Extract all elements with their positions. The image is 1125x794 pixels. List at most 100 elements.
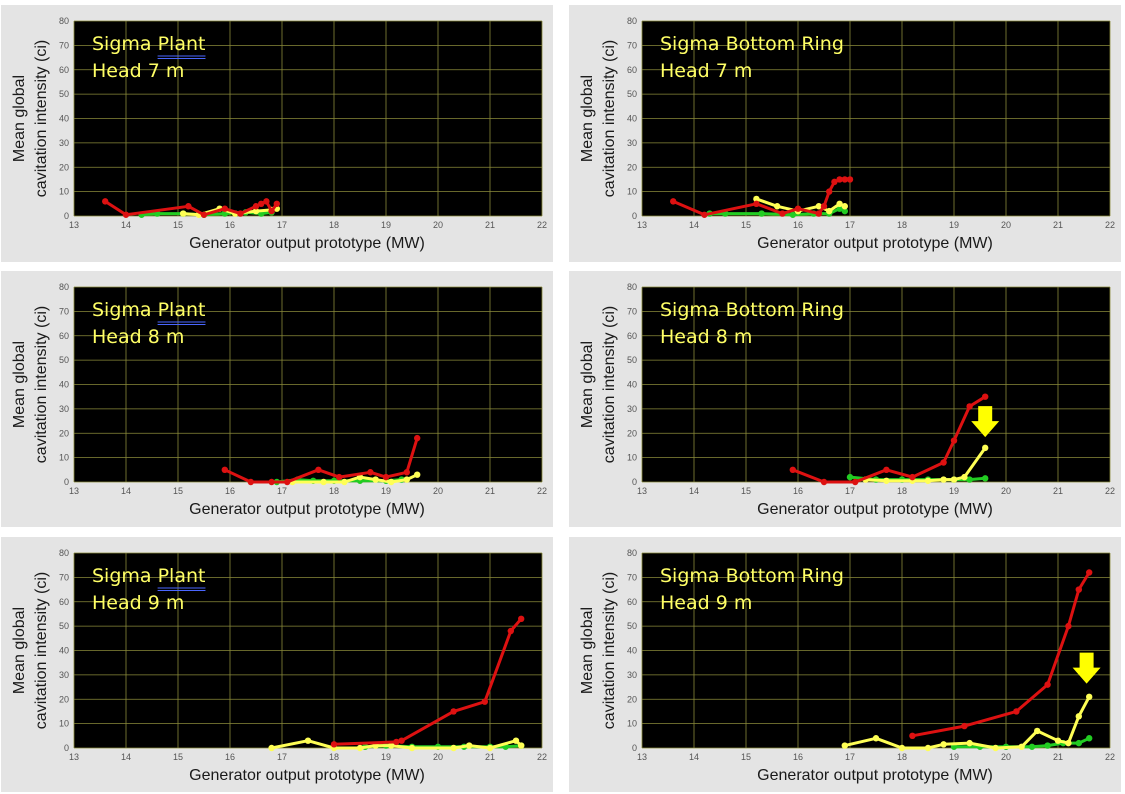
- data-point-1: [320, 478, 327, 486]
- data-point-2: [393, 738, 400, 746]
- annotation-line2: Head 8 m: [660, 326, 752, 348]
- data-point-1: [950, 476, 958, 483]
- y-tick-label: 30: [59, 670, 69, 680]
- x-tick-label: 16: [225, 220, 235, 230]
- x-tick-label: 13: [637, 486, 647, 496]
- y-tick-label: 40: [59, 646, 69, 656]
- y-tick-label: 80: [59, 16, 69, 26]
- y-tick-label: 0: [632, 743, 637, 753]
- x-tick-label: 22: [1105, 752, 1115, 762]
- annotation-line1: Sigma Plant: [92, 565, 205, 587]
- y-tick-label: 40: [59, 114, 69, 124]
- data-point-1: [518, 742, 525, 749]
- data-point-1: [341, 478, 348, 486]
- data-point-1: [388, 478, 395, 486]
- data-point-2: [268, 207, 275, 215]
- data-point-2: [1075, 586, 1082, 593]
- annotation-line2: Head 8 m: [92, 326, 184, 348]
- data-point-1: [841, 203, 848, 210]
- y-axis-title-line2: cavitation intensity (ci): [601, 572, 618, 729]
- y-tick-label: 60: [59, 597, 69, 607]
- x-tick-label: 20: [433, 220, 443, 230]
- data-point-2: [518, 615, 525, 623]
- y-tick-label: 30: [627, 670, 637, 680]
- x-tick-label: 19: [949, 752, 959, 762]
- y-tick-label: 40: [627, 114, 637, 124]
- y-tick-label: 0: [64, 477, 69, 487]
- arrow-marker: [971, 406, 1000, 438]
- y-tick-label: 70: [627, 306, 637, 316]
- data-point-1: [872, 735, 880, 742]
- x-tick-label: 17: [277, 486, 287, 496]
- data-point-1: [992, 744, 999, 752]
- x-tick-label: 17: [277, 220, 287, 230]
- data-point-2: [966, 403, 973, 410]
- data-point-1: [486, 744, 494, 752]
- x-tick-label: 17: [845, 486, 855, 496]
- x-tick-label: 17: [277, 752, 287, 762]
- x-tick-label: 13: [69, 220, 79, 230]
- y-tick-label: 20: [627, 162, 637, 172]
- data-point-1: [1086, 693, 1093, 701]
- data-point-2: [382, 473, 390, 481]
- x-tick-label: 15: [173, 486, 183, 496]
- data-point-1: [408, 744, 416, 752]
- data-point-1: [466, 742, 473, 749]
- data-point-1: [180, 210, 187, 217]
- x-tick-label: 13: [637, 220, 647, 230]
- x-tick-label: 22: [1105, 486, 1115, 496]
- x-tick-label: 19: [949, 220, 959, 230]
- y-tick-label: 60: [627, 331, 637, 341]
- y-axis-title-line1: Mean global: [579, 607, 596, 694]
- data-point-2: [481, 698, 488, 705]
- data-point-1: [372, 476, 379, 483]
- data-point-2: [826, 188, 833, 195]
- x-tick-label: 19: [949, 486, 959, 496]
- data-point-1: [1054, 737, 1062, 744]
- x-tick-label: 18: [329, 220, 339, 230]
- data-point-2: [367, 469, 374, 476]
- x-tick-label: 20: [433, 752, 443, 762]
- data-point-2: [247, 478, 254, 486]
- x-tick-label: 22: [537, 486, 547, 496]
- x-tick-label: 19: [381, 752, 391, 762]
- data-point-2: [237, 210, 244, 217]
- y-tick-label: 20: [59, 428, 69, 438]
- y-tick-label: 40: [59, 380, 69, 390]
- x-axis-title: Generator output prototype (MW): [189, 235, 425, 252]
- chart-svg-2: 13 14 15 16 17 18 19 20 21 22 0 10 20 30 40 50 60 70 80 Gen…: [11, 282, 547, 518]
- data-point-1: [252, 207, 260, 215]
- data-point-2: [779, 210, 786, 217]
- y-axis-title-line2: cavitation intensity (ci): [33, 572, 50, 729]
- chart-panel-1: 13 14 15 16 17 18 19 20 21 22 0 10 20 30 40 50 60 70 80 Gen…: [569, 5, 1121, 262]
- y-tick-label: 20: [59, 162, 69, 172]
- data-point-1: [1018, 743, 1025, 750]
- data-point-2: [909, 732, 916, 740]
- x-tick-label: 20: [1001, 486, 1011, 496]
- x-tick-label: 14: [689, 220, 699, 230]
- annotation-line1-word: Plant: [158, 33, 206, 55]
- data-point-2: [909, 473, 916, 481]
- x-tick-label: 15: [741, 752, 751, 762]
- annotation-line2: Head 9 m: [92, 592, 184, 614]
- data-point-2: [820, 203, 828, 210]
- data-point-2: [200, 211, 208, 218]
- annotation-line1: Sigma Plant: [92, 299, 205, 321]
- x-tick-label: 16: [793, 486, 803, 496]
- data-point-1: [961, 473, 968, 481]
- x-tick-label: 16: [225, 486, 235, 496]
- y-tick-label: 30: [59, 404, 69, 414]
- chart-panel-4: 13 14 15 16 17 18 19 20 21 22 0 10 20 30 40 50 60 70 80 Gen…: [1, 537, 553, 792]
- x-tick-label: 18: [329, 752, 339, 762]
- data-point-1: [1075, 713, 1082, 720]
- data-point-2: [221, 466, 228, 474]
- y-tick-label: 50: [59, 355, 69, 365]
- data-point-2: [414, 434, 421, 442]
- data-point-2: [883, 466, 890, 474]
- x-axis-title: Generator output prototype (MW): [189, 501, 425, 518]
- data-point-0: [982, 475, 989, 482]
- data-point-1: [940, 741, 947, 748]
- data-point-2: [940, 459, 947, 466]
- data-point-0: [789, 211, 796, 218]
- data-point-1: [774, 203, 781, 210]
